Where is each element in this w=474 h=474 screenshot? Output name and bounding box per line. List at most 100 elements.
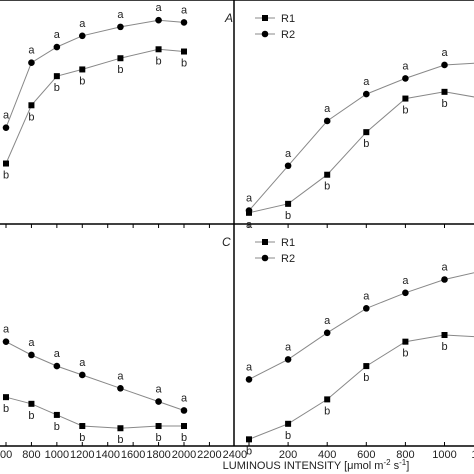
x-tick-label: 2000 — [172, 449, 196, 461]
legend-marker-square — [262, 15, 268, 21]
significance-letter: a — [324, 315, 331, 327]
significance-letter: b — [363, 372, 369, 384]
marker-circle-r2 — [245, 376, 253, 383]
significance-letter: b — [402, 348, 408, 360]
significance-letter: a — [181, 4, 188, 16]
significance-letter: b — [246, 445, 252, 457]
marker-square-r1 — [155, 423, 162, 430]
panel-letter: C — [222, 235, 231, 249]
significance-letter: a — [441, 47, 448, 59]
significance-letter: b — [156, 55, 162, 67]
significance-letter: a — [402, 275, 409, 287]
marker-square-r1 — [53, 411, 60, 418]
series-line-r2 — [248, 272, 474, 380]
marker-circle-r2 — [155, 16, 162, 24]
significance-letter: b — [181, 58, 187, 70]
legend-label: R2 — [281, 29, 295, 41]
marker-circle-r2 — [78, 32, 86, 40]
marker-square-r1 — [3, 160, 9, 167]
marker-square-r1 — [3, 394, 9, 401]
significance-letter: b — [324, 181, 330, 193]
marker-circle-r2 — [284, 162, 292, 170]
marker-circle-r2 — [53, 362, 61, 370]
significance-letter: a — [324, 103, 331, 115]
legend-label: R2 — [281, 253, 295, 265]
panel-2: abbbbbbbaaaaaaaaR1R2 — [245, 13, 474, 231]
x-tick-label: 1000 — [45, 449, 69, 461]
significance-letter: b — [3, 403, 9, 415]
significance-letter: a — [28, 337, 35, 349]
significance-letter: b — [285, 210, 291, 222]
marker-circle-r2 — [28, 351, 35, 359]
significance-letter: a — [79, 357, 86, 369]
significance-letter: b — [363, 138, 369, 150]
significance-letter: a — [246, 361, 253, 373]
marker-square-r1 — [155, 46, 162, 53]
marker-square-r1 — [246, 436, 252, 443]
marker-circle-r2 — [117, 23, 124, 31]
marker-circle-r2 — [180, 19, 188, 26]
significance-letter: b — [441, 341, 447, 353]
legend-label: R1 — [281, 237, 295, 249]
x-tick-label: 1200 — [70, 449, 94, 461]
significance-letter: a — [156, 384, 163, 396]
legend-marker-circle — [261, 30, 269, 38]
x-tick-label: 000 — [0, 449, 12, 461]
x-tick-label: 400 — [318, 449, 336, 461]
significance-letter: a — [363, 290, 370, 302]
significance-letter: a — [441, 262, 448, 274]
significance-letter: a — [54, 29, 61, 41]
significance-letter: b — [285, 430, 291, 442]
marker-square-r1 — [28, 400, 35, 407]
significance-letter: b — [28, 111, 34, 123]
x-axis-title-mid: s — [391, 460, 400, 472]
marker-circle-r2 — [402, 289, 409, 297]
legend-marker-square — [262, 239, 268, 245]
marker-circle-r2 — [402, 75, 409, 82]
series-line-r2 — [248, 62, 474, 211]
significance-letter: a — [3, 110, 10, 122]
marker-square-r1 — [363, 363, 370, 370]
marker-square-r1 — [324, 396, 331, 403]
x-tick-label: 1400 — [95, 449, 119, 461]
panel-frames — [0, 0, 474, 447]
significance-letter: b — [28, 410, 34, 422]
panel-1: Ab b b b b b b a a a a a a a — [2, 2, 233, 182]
x-tick-label: 1200 — [471, 449, 474, 461]
panels: Ab b b b b b b a a a a a a a a b b b b b b b a a a a a a a a R1 R2 000 80… — [0, 2, 474, 461]
legend-marker-circle — [261, 254, 269, 262]
marker-square-r1 — [79, 423, 86, 430]
significance-letter: b — [402, 105, 408, 117]
significance-letter: b — [117, 64, 123, 76]
x-axis-title-main: LUMINOUS INTENSITY [μmol m — [223, 460, 384, 472]
marker-square-r1 — [79, 66, 86, 73]
x-tick-label: 1800 — [146, 449, 170, 461]
marker-circle-r2 — [323, 329, 331, 337]
x-axis-title-sup1: -2 — [383, 458, 391, 467]
marker-circle-r2 — [180, 407, 188, 414]
x-tick-label: 1000 — [432, 449, 456, 461]
significance-letter: b — [54, 421, 60, 433]
significance-letter: a — [117, 370, 124, 382]
marker-square-r1 — [363, 129, 370, 136]
x-axis-title: LUMINOUS INTENSITY [μmol m-2 s-1] — [223, 458, 410, 472]
marker-circle-r2 — [441, 61, 448, 69]
significance-letter: a — [54, 348, 61, 360]
marker-square-r1 — [402, 338, 409, 345]
significance-letter: b — [117, 434, 123, 446]
marker-circle-r2 — [284, 356, 292, 363]
x-axis-title-sup2: -1 — [399, 458, 407, 467]
series-line-r1 — [248, 91, 474, 214]
significance-letter: a — [246, 193, 253, 205]
marker-circle-r2 — [2, 124, 10, 131]
marker-square-r1 — [441, 332, 448, 338]
significance-letter: b — [441, 98, 447, 110]
marker-circle-r2 — [117, 384, 124, 392]
significance-letter: b — [181, 432, 187, 444]
x-tick-label: 600 — [357, 449, 375, 461]
x-tick-label: 1600 — [121, 449, 145, 461]
significance-letter: a — [402, 60, 409, 72]
marker-circle-r2 — [363, 90, 370, 98]
